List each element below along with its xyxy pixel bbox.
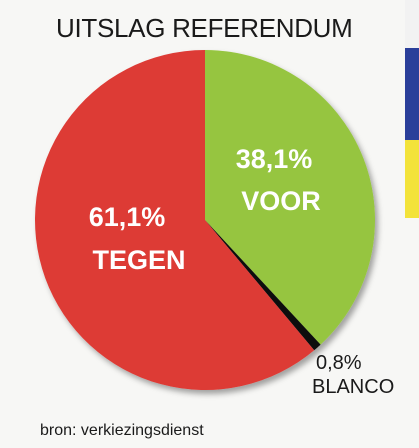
source-note: bron: verkiezingsdienst	[40, 422, 204, 439]
pie-slice-tegen	[34, 50, 315, 391]
pie-slice-blanco	[205, 220, 321, 351]
blanco-value-label: 0,8%	[316, 352, 362, 374]
tegen-value-label: 61,1%	[89, 202, 166, 232]
flag-stripe-yellow	[405, 140, 419, 218]
tegen-name-label: TEGEN	[92, 245, 185, 275]
pie-slices	[34, 50, 375, 391]
flag-stripe-blue	[405, 48, 419, 140]
chart-title: UITSLAG REFERENDUM	[56, 13, 353, 43]
blanco-name-label: BLANCO	[312, 376, 395, 398]
voor-value-label: 38,1%	[236, 144, 313, 174]
voor-name-label: VOOR	[241, 186, 321, 216]
flag-stripe-white	[405, 0, 419, 48]
flag-fragment	[405, 0, 419, 220]
pie-slice-voor	[205, 50, 375, 345]
